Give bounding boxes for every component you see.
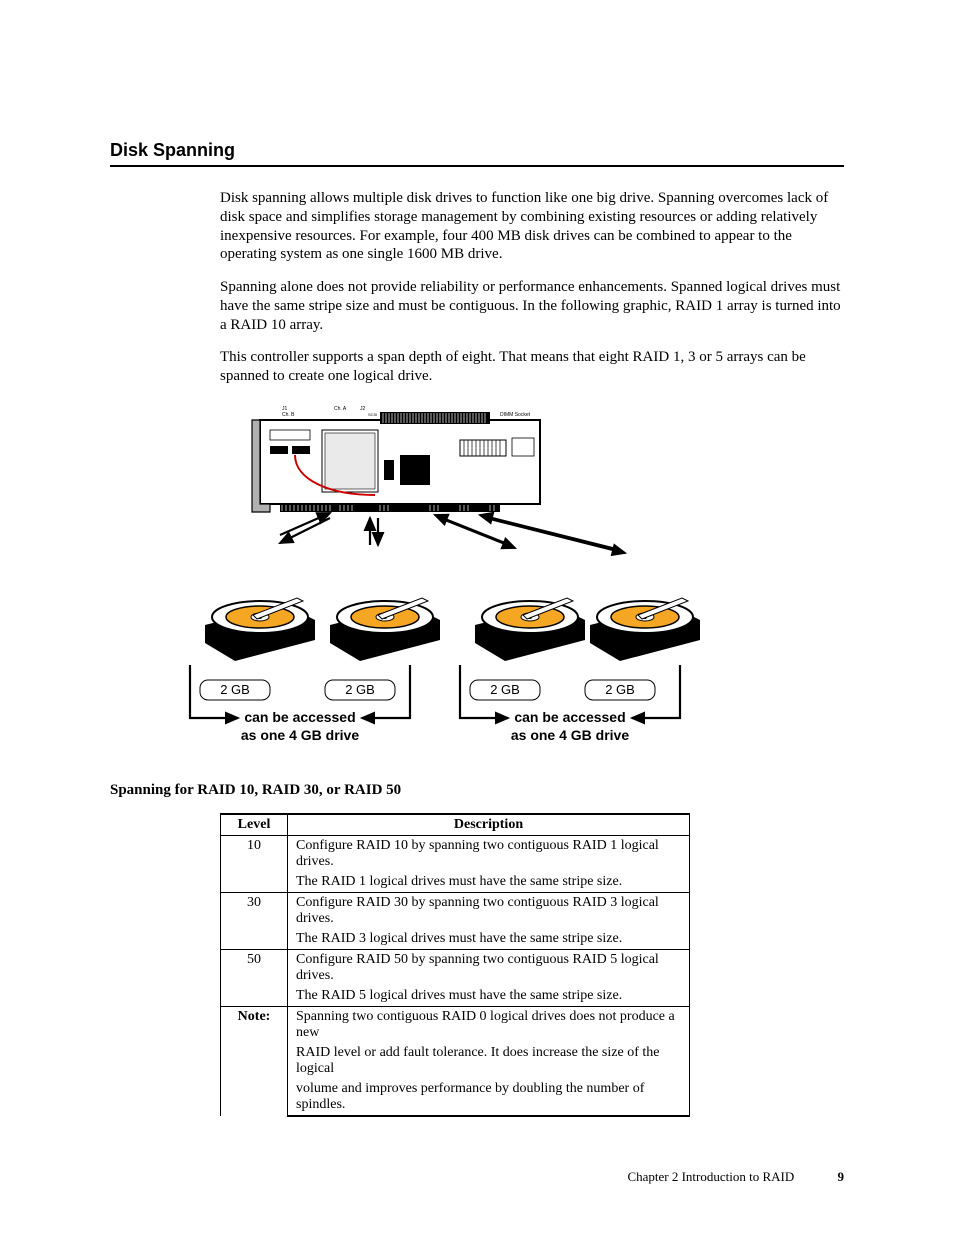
svg-text:Ch. A: Ch. A <box>334 406 347 412</box>
paragraph: This controller supports a span depth of… <box>220 348 844 386</box>
svg-text:2 GB: 2 GB <box>605 682 635 697</box>
caption-line: can be accessed <box>514 709 625 725</box>
disk-drive-icon <box>590 598 700 661</box>
controller-card-icon: J1 Ch. B Ch. A J2 SCSI DIMM Socket <box>252 406 540 512</box>
disk-drive-icon <box>330 598 440 661</box>
table-cell-desc: Configure RAID 10 by spanning two contig… <box>288 835 690 872</box>
body-text: Disk spanning allows multiple disk drive… <box>220 189 844 386</box>
table-row: RAID level or add fault tolerance. It do… <box>221 1043 690 1079</box>
svg-text:2 GB: 2 GB <box>490 682 520 697</box>
drive-size-label: 2 GB <box>325 680 395 700</box>
table-cell-desc: The RAID 1 logical drives must have the … <box>288 872 690 893</box>
table-row: 50 Configure RAID 50 by spanning two con… <box>221 949 690 986</box>
table-cell-level: 10 <box>221 835 288 892</box>
drive-size-label: 2 GB <box>200 680 270 700</box>
paragraph: Spanning alone does not provide reliabil… <box>220 278 844 334</box>
table-header-level: Level <box>221 814 288 836</box>
table-cell-desc: RAID level or add fault tolerance. It do… <box>288 1043 690 1079</box>
table-cell-desc: Configure RAID 50 by spanning two contig… <box>288 949 690 986</box>
svg-text:2 GB: 2 GB <box>345 682 375 697</box>
svg-text:2 GB: 2 GB <box>220 682 250 697</box>
table-row: volume and improves performance by doubl… <box>221 1079 690 1116</box>
spanning-diagram: J1 Ch. B Ch. A J2 SCSI DIMM Socket <box>180 400 844 760</box>
table-cell-desc: Spanning two contiguous RAID 0 logical d… <box>288 1006 690 1043</box>
table-row: The RAID 5 logical drives must have the … <box>221 986 690 1007</box>
table-cell-desc: The RAID 5 logical drives must have the … <box>288 986 690 1007</box>
table-cell-level: Note: <box>221 1006 288 1116</box>
svg-text:J2: J2 <box>360 406 366 412</box>
table-cell-desc: The RAID 3 logical drives must have the … <box>288 929 690 950</box>
table-row: The RAID 1 logical drives must have the … <box>221 872 690 893</box>
disk-drive-icon <box>475 598 585 661</box>
table-cell-level: 50 <box>221 949 288 1006</box>
page-footer: Chapter 2 Introduction to RAID 9 <box>627 1169 844 1185</box>
svg-text:DIMM Socket: DIMM Socket <box>500 412 531 418</box>
section-heading: Disk Spanning <box>110 140 844 167</box>
svg-text:Ch. B: Ch. B <box>282 412 295 418</box>
table-row: 30 Configure RAID 30 by spanning two con… <box>221 892 690 929</box>
disk-drive-icon <box>205 598 315 661</box>
footer-page-number: 9 <box>838 1169 845 1184</box>
raid-spanning-table: Level Description 10 Configure RAID 10 b… <box>220 813 690 1117</box>
table-subheading: Spanning for RAID 10, RAID 30, or RAID 5… <box>110 782 844 799</box>
table-row: 10 Configure RAID 10 by spanning two con… <box>221 835 690 872</box>
svg-text:SCSI: SCSI <box>368 412 377 417</box>
caption-line: can be accessed <box>244 709 355 725</box>
paragraph: Disk spanning allows multiple disk drive… <box>220 189 844 264</box>
table-cell-level: 30 <box>221 892 288 949</box>
table-cell-desc: Configure RAID 30 by spanning two contig… <box>288 892 690 929</box>
table-cell-desc: volume and improves performance by doubl… <box>288 1079 690 1116</box>
table-row: Note: Spanning two contiguous RAID 0 log… <box>221 1006 690 1043</box>
table-row: The RAID 3 logical drives must have the … <box>221 929 690 950</box>
caption-line: as one 4 GB drive <box>241 727 359 743</box>
footer-chapter: Chapter 2 Introduction to RAID <box>627 1169 794 1184</box>
table-header-description: Description <box>288 814 690 836</box>
caption-line: as one 4 GB drive <box>511 727 629 743</box>
drive-size-label: 2 GB <box>470 680 540 700</box>
drive-size-label: 2 GB <box>585 680 655 700</box>
